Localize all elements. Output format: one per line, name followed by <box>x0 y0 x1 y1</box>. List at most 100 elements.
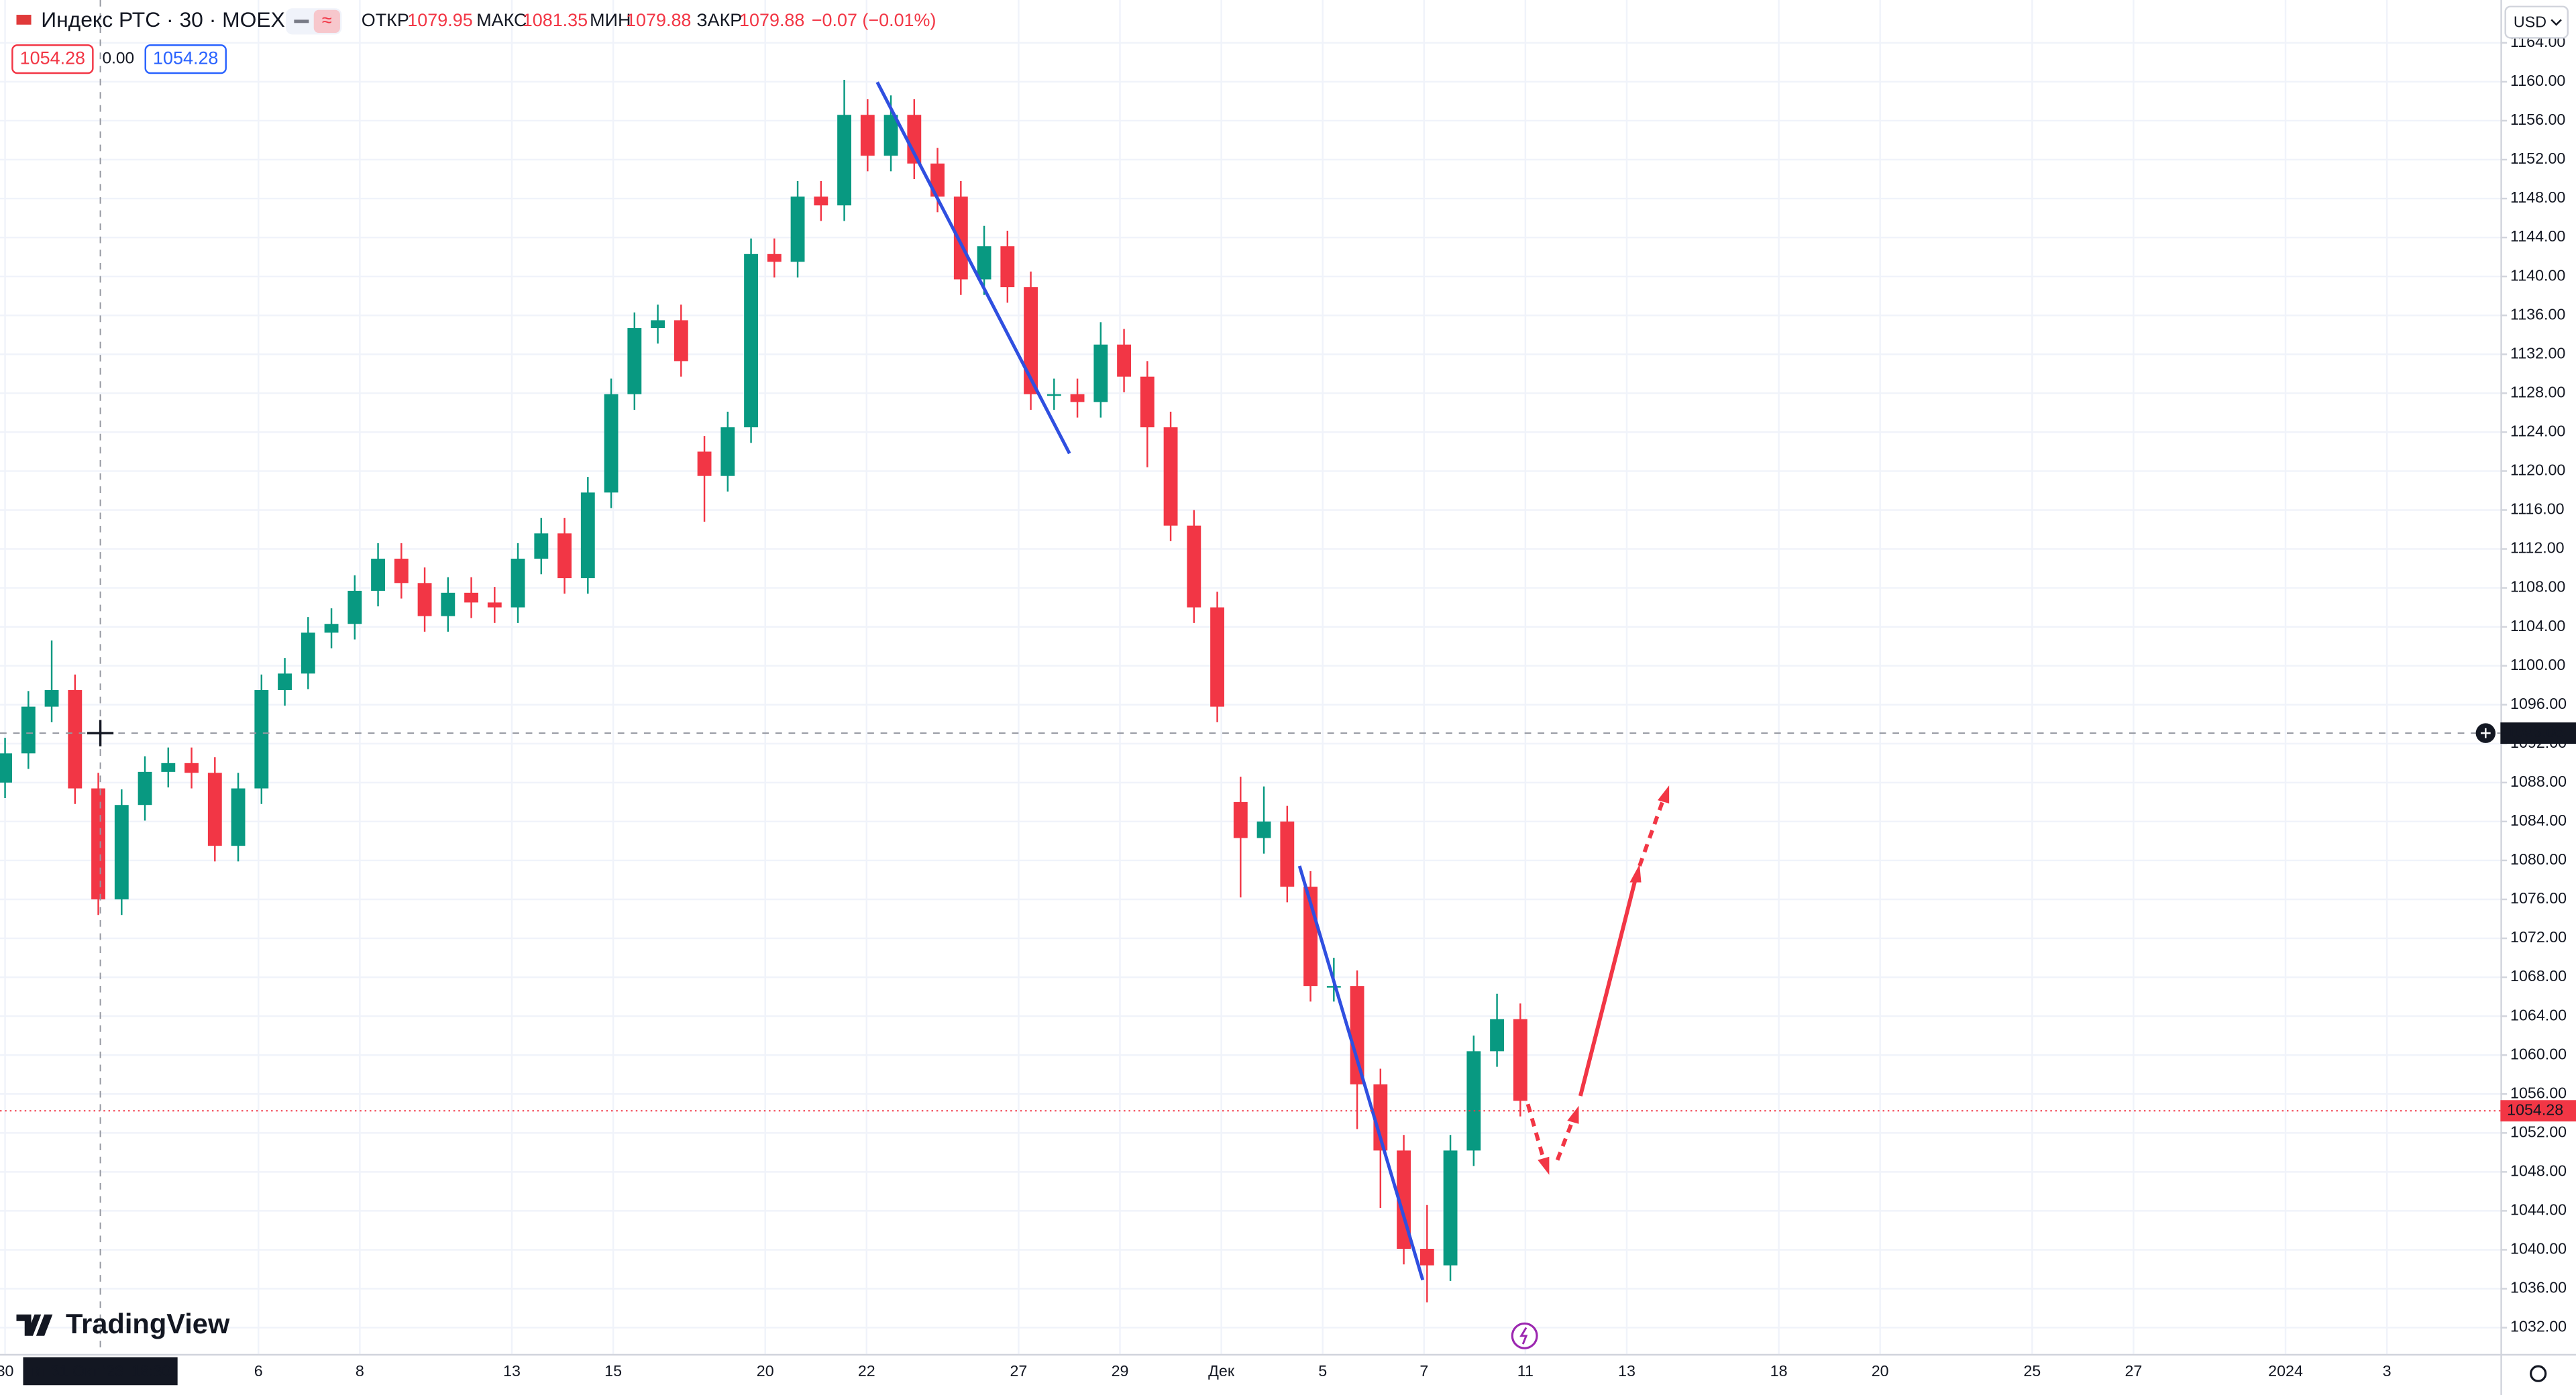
value: 1079.95 <box>407 10 472 30</box>
y-tick-label: 1128.00 <box>2510 383 2565 400</box>
y-tick-label: 1076.00 <box>2510 889 2567 907</box>
y-tick-label: 1044.00 <box>2510 1201 2567 1219</box>
x-tick-label: 30 <box>0 1362 14 1380</box>
candle-body <box>464 592 478 603</box>
crosshair-time-box <box>23 1357 178 1386</box>
candle-body <box>278 673 292 690</box>
y-tick-label: 1068.00 <box>2510 967 2567 985</box>
candle-body <box>441 592 455 616</box>
y-tick-label: 1064.00 <box>2510 1006 2567 1023</box>
candle-body <box>347 590 362 624</box>
y-tick-label: 1032.00 <box>2510 1318 2567 1335</box>
value: 1079.88 <box>739 10 804 30</box>
candle-body <box>651 320 665 329</box>
candle-body <box>814 197 828 206</box>
currency-button[interactable] <box>2504 5 2569 39</box>
x-tick-label: 11 <box>1517 1362 1534 1380</box>
trend-line[interactable] <box>1297 865 1425 1281</box>
y-tick-label: 1040.00 <box>2510 1240 2567 1258</box>
plot <box>0 80 1527 1302</box>
candle-body <box>1163 427 1178 526</box>
y-tick-label: 1072.00 <box>2510 928 2567 946</box>
candle-body <box>1210 607 1224 707</box>
candle-body <box>44 689 59 707</box>
arrow-head <box>1538 1156 1550 1175</box>
label: ОТКР <box>362 10 409 30</box>
candle-body <box>977 246 991 280</box>
y-tick-label: 1152.00 <box>2510 150 2565 167</box>
legend: Индекс РТС · 30 · MOEX ≈ ОТКР 1079.95 МА… <box>11 7 936 74</box>
x-tick-label: 5 <box>1318 1362 1327 1380</box>
arrow-line[interactable] <box>1555 1116 1576 1161</box>
label: МАКС <box>476 10 527 30</box>
candle-body <box>161 763 176 772</box>
sell-button[interactable] <box>11 44 94 74</box>
brand[interactable]: TradingView <box>66 1308 230 1339</box>
y-tick-label: 1088.00 <box>2510 773 2567 790</box>
crosshair-price-box <box>2500 722 2576 744</box>
last-price-label: 1054.28 <box>2507 1101 2563 1118</box>
candle-body <box>371 559 385 591</box>
x-tick-label: Дек <box>1208 1362 1235 1380</box>
spread: 0.00 <box>103 50 135 68</box>
candle-body <box>767 254 782 262</box>
candle-body <box>1373 1084 1388 1151</box>
x-tick-label: 22 <box>858 1362 875 1380</box>
x-tick-label: 13 <box>1618 1362 1635 1380</box>
crosshair-price-label: 1093.08 <box>2507 723 2563 740</box>
candle-body <box>1443 1150 1458 1266</box>
candle-body <box>744 254 758 428</box>
symbol[interactable]: Индекс РТС · 30 · MOEX <box>41 7 285 32</box>
x-tick-label: 20 <box>757 1362 774 1380</box>
candle-body <box>231 788 246 846</box>
candle-body <box>837 115 851 206</box>
y-tick-label: 1100.00 <box>2510 656 2565 673</box>
x-tick-label: 6 <box>254 1362 263 1380</box>
y-tick-label: 1136.00 <box>2510 305 2565 323</box>
candle-body <box>860 115 875 156</box>
settings-icon[interactable] <box>2530 1365 2547 1382</box>
grid <box>0 0 2501 1354</box>
candle-body <box>1350 986 1364 1084</box>
icon-glyph: ≈ <box>322 10 332 30</box>
candle-body <box>720 427 735 476</box>
drawings <box>875 81 1670 1281</box>
x-tick-label: 20 <box>1872 1362 1889 1380</box>
y-tick-label: 1156.00 <box>2510 111 2565 128</box>
crosshair-cursor <box>87 720 114 746</box>
trend-line[interactable] <box>875 81 1071 455</box>
axes: 1032.00 1036.00 1040.00 1044.00 1048.00 1052.… <box>0 33 2567 1380</box>
candle-body <box>207 773 222 846</box>
x-tick-label: 29 <box>1112 1362 1129 1380</box>
candle-body <box>324 624 339 633</box>
flag-icon <box>16 15 32 25</box>
x-tick-label: 3 <box>2383 1362 2392 1380</box>
logo-mark <box>16 1314 53 1336</box>
y-tick-label: 1108.00 <box>2510 578 2565 596</box>
buy-button[interactable] <box>144 44 227 74</box>
candle-body <box>138 771 152 805</box>
arrow-line[interactable] <box>1525 1103 1546 1162</box>
x-tick-label: 27 <box>2125 1362 2142 1380</box>
candle-body <box>21 706 36 754</box>
candle-body <box>1513 1019 1527 1101</box>
x-tick-label: 7 <box>1419 1362 1428 1380</box>
candle-body <box>394 559 409 583</box>
y-tick-label: 1048.00 <box>2510 1162 2567 1179</box>
candle-body <box>1233 801 1248 838</box>
chevron <box>2551 19 2562 26</box>
sell-price: 1054.28 <box>20 48 85 68</box>
currency: USD <box>2514 13 2546 30</box>
icon <box>313 9 340 33</box>
arrow-line[interactable] <box>1578 875 1639 1097</box>
buy-price: 1054.28 <box>153 48 218 68</box>
arrow-line[interactable] <box>1638 796 1666 867</box>
candle-body <box>883 115 898 156</box>
crosshair-date-label: вт 31 Окт '23 <box>32 1362 123 1380</box>
candle-body <box>1046 394 1061 396</box>
y-tick-label: 1036.00 <box>2510 1279 2567 1296</box>
plus-icon <box>2480 728 2491 738</box>
